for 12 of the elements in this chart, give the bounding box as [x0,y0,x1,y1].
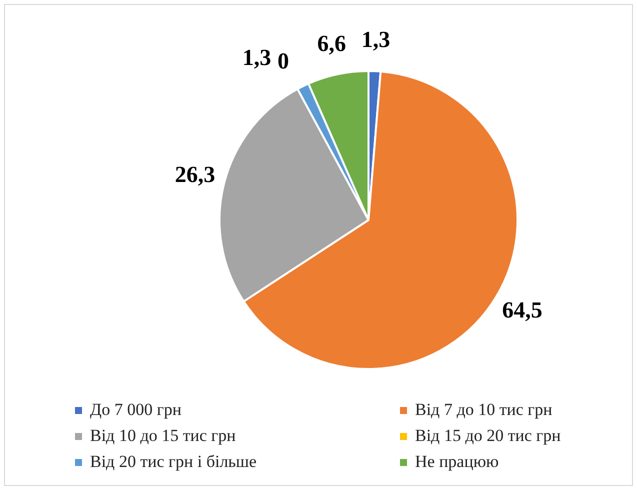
legend-label: Не працюю [415,452,499,472]
text: 0 [278,48,290,74]
data-label: 64,5 [502,298,542,323]
data-label: 26,3 [174,162,216,187]
legend-label: Від 10 до 15 тис грн [90,426,236,446]
legend-label: До 7 000 грн [90,400,182,420]
legend-label: Від 15 до 20 тис грн [415,426,561,446]
data-label: 1,3 [242,45,272,70]
data-label: 1,3 [361,27,390,52]
legend-label: Від 7 до 10 тис грн [415,400,552,420]
data-label: 6,6 [317,30,346,56]
legend-label: Від 20 тис грн і більше [90,452,257,472]
